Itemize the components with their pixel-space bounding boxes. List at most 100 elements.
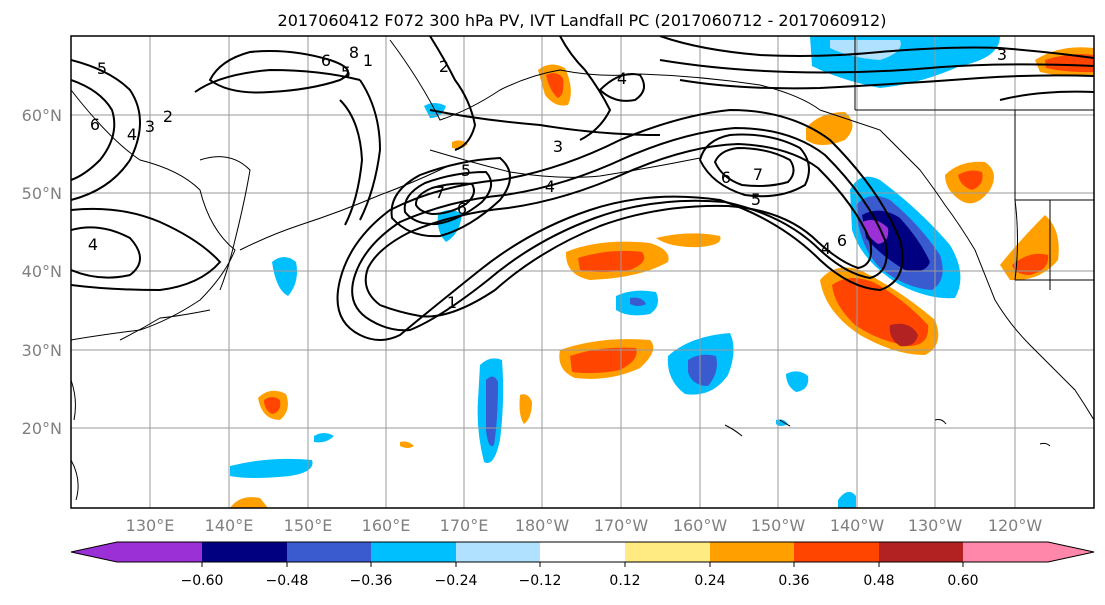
colorbar-segment-1 — [202, 542, 287, 562]
anomaly-patch — [1012, 253, 1049, 275]
lon-label: 130°E — [126, 516, 175, 535]
anomaly-patch — [776, 419, 788, 426]
contour-label: 6 — [457, 199, 467, 218]
contour-label: 7 — [435, 183, 445, 202]
contour-label: 3 — [553, 137, 563, 156]
lat-label: 30°N — [22, 341, 62, 360]
anomaly-patch — [806, 112, 853, 145]
colorbar-ticks — [201, 562, 964, 567]
contour-label: 5 — [341, 63, 351, 82]
anomaly-patch — [519, 394, 532, 424]
contour-label: 4 — [821, 239, 831, 258]
colorbar-tick-label: −0.12 — [519, 573, 562, 589]
anomaly-patch — [630, 297, 646, 306]
contour-label: 4 — [545, 177, 555, 196]
lat-label: 40°N — [22, 262, 62, 281]
lon-label: 160°W — [673, 516, 728, 535]
colorbar-tick-label: 0.36 — [778, 573, 809, 589]
anomaly-patch — [958, 170, 983, 190]
contour-label: 5 — [751, 190, 761, 209]
contour-label: 5 — [461, 161, 471, 180]
anomaly-patch — [570, 347, 637, 374]
lon-label: 120°W — [988, 516, 1043, 535]
contour-label: 1 — [363, 51, 373, 70]
contour-label: 3 — [145, 117, 155, 136]
contour-label: 3 — [997, 45, 1007, 64]
colorbar-segment-5 — [540, 542, 625, 562]
colorbar-segment-4 — [456, 542, 540, 562]
longitude-labels: 130°E 140°E 150°E 160°E 170°E 180°W 170°… — [126, 516, 1043, 535]
lat-label: 60°N — [22, 106, 62, 125]
contour-label: 6 — [837, 231, 847, 250]
anomaly-patch — [830, 40, 901, 60]
coastlines — [71, 36, 1094, 501]
contour-label: 4 — [88, 235, 98, 254]
map-frame — [70, 35, 1095, 509]
anomaly-patch — [578, 250, 645, 272]
contour-label: 5 — [97, 59, 107, 78]
anomaly-patch — [264, 397, 281, 414]
colorbar-segment-7 — [710, 542, 794, 562]
colorbar-segment-2 — [287, 542, 371, 562]
anomaly-patch — [862, 220, 889, 244]
colorbar-segment-6 — [625, 542, 710, 562]
colorbar-segment-9 — [879, 542, 963, 562]
lon-label: 130°W — [908, 516, 963, 535]
lon-label: 180°W — [515, 516, 570, 535]
figure-title: 2017060412 F072 300 hPa PV, IVT Landfall… — [278, 11, 887, 30]
colorbar-tick-label: −0.24 — [435, 573, 478, 589]
anomaly-patch — [400, 441, 414, 448]
anomaly-patch — [486, 376, 498, 446]
anomaly-patch — [546, 73, 564, 98]
contour-label: 7 — [753, 165, 763, 184]
anomaly-patch — [889, 323, 918, 347]
contour-label: 4 — [617, 69, 627, 88]
contour-label: 6 — [721, 168, 731, 187]
lon-label: 140°E — [205, 516, 254, 535]
colorbar-extend-min — [71, 542, 117, 562]
anomaly-patch — [838, 491, 856, 508]
colorbar-segment-above-max — [963, 542, 1048, 562]
contour-label: 8 — [349, 43, 359, 62]
lon-label: 140°W — [830, 516, 885, 535]
colorbar-outline — [70, 541, 1095, 563]
lat-label: 20°N — [22, 419, 62, 438]
pv-contours — [71, 36, 1094, 341]
lon-label: 170°W — [594, 516, 649, 535]
anomaly-patch — [656, 233, 721, 248]
anomaly-patch — [230, 458, 313, 478]
anomaly-patch — [230, 497, 268, 508]
anomaly-patch — [1045, 54, 1094, 73]
map-panel: 5 6 4 3 2 8 1 6 5 2 4 3 5 7 6 4 3 — [70, 35, 1095, 509]
contour-label: 6 — [90, 115, 100, 134]
pv-contour-labels: 5 6 4 3 2 8 1 6 5 2 4 3 5 7 6 4 3 — [88, 43, 1007, 312]
colorbar-tick-label: 0.48 — [863, 573, 894, 589]
contour-label: 4 — [127, 125, 137, 144]
colorbar-tick-label: −0.36 — [350, 573, 393, 589]
anomaly-patch — [314, 433, 334, 443]
positive-anomaly-shading — [230, 47, 1094, 508]
colorbar-segment-8 — [794, 542, 879, 562]
colorbar-extend-max — [1048, 542, 1094, 562]
colorbar-segment-3 — [371, 542, 456, 562]
lon-label: 160°E — [362, 516, 411, 535]
anomaly-patch — [786, 371, 809, 392]
colorbar-tick-label: 0.60 — [947, 573, 978, 589]
lon-label: 170°E — [440, 516, 489, 535]
lon-label: 150°W — [751, 516, 806, 535]
lat-label: 50°N — [22, 184, 62, 203]
contour-label: 2 — [163, 107, 173, 126]
contour-label: 1 — [447, 293, 457, 312]
colorbar-tick-label: −0.48 — [266, 573, 309, 589]
contour-label: 6 — [321, 51, 331, 70]
contour-label: 2 — [439, 57, 449, 76]
colorbar-tick-label: 0.24 — [694, 573, 725, 589]
colorbar-tick-label: −0.60 — [181, 573, 224, 589]
lon-label: 150°E — [284, 516, 333, 535]
colorbar-tick-label: 0.12 — [609, 573, 640, 589]
colorbar: −0.60 −0.48 −0.36 −0.24 −0.12 0.12 0.24 … — [70, 541, 1095, 589]
anomaly-patch — [688, 354, 717, 386]
colorbar-segment-below-min — [117, 542, 202, 562]
latitude-labels: 60°N 50°N 40°N 30°N 20°N — [22, 106, 62, 438]
